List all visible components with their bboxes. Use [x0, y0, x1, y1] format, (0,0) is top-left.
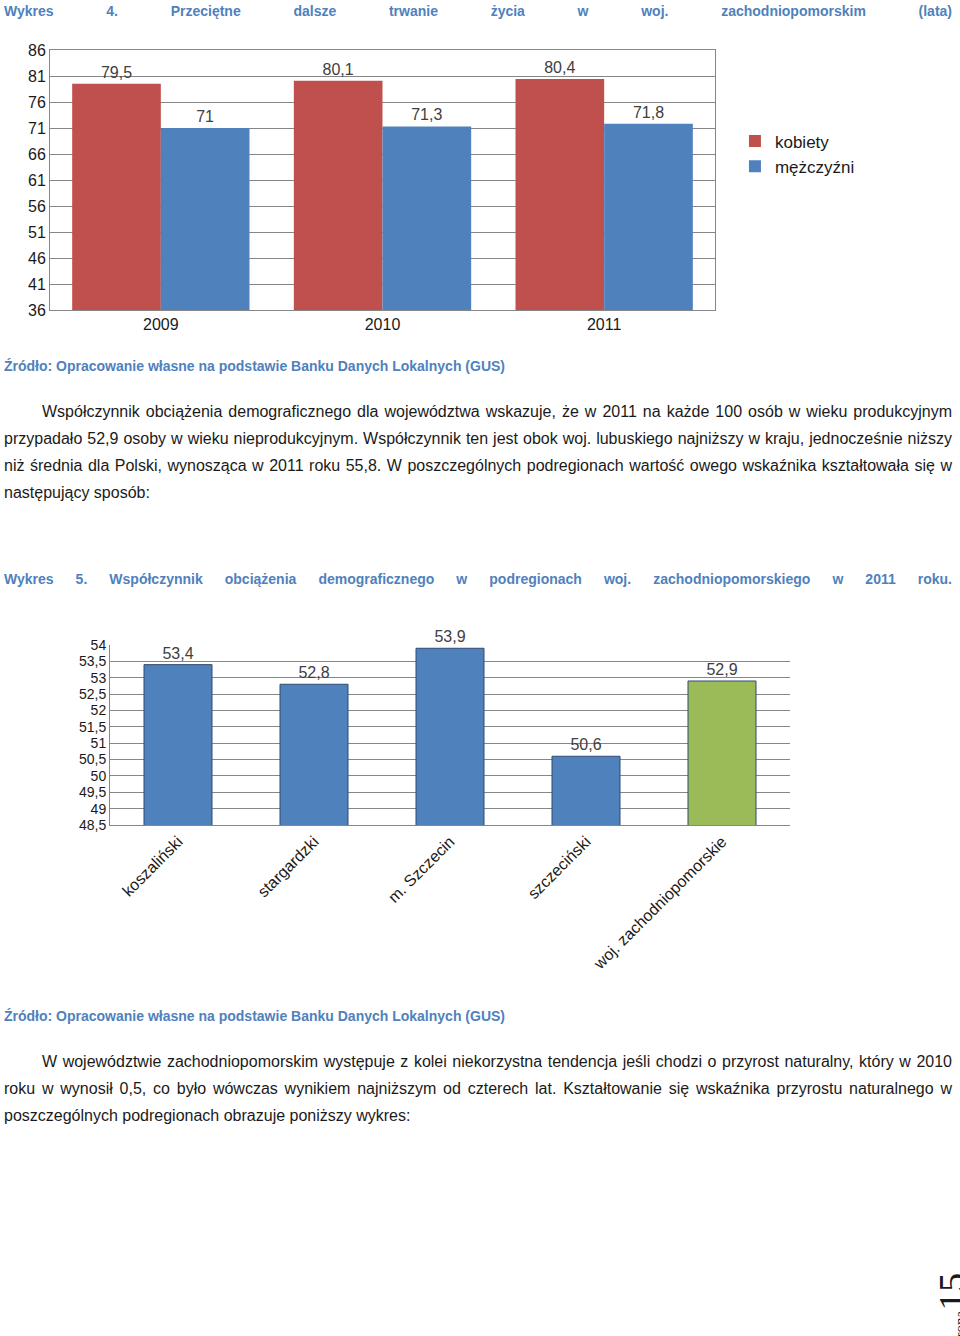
svg-text:61: 61 [28, 172, 46, 189]
html-text:Współczynnik obciążenia demogr: Współczynnik obciążenia demograficznego … [4, 403, 952, 501]
svg-text:52,8: 52,8 [298, 664, 329, 681]
svg-text:koszaliński: koszaliński [119, 833, 186, 900]
svg-text:52: 52 [91, 702, 107, 718]
svg-text:52,5: 52,5 [79, 686, 106, 702]
svg-text:36: 36 [28, 302, 46, 319]
svg-text:53,5: 53,5 [79, 653, 106, 669]
svg-text:mężczyźni: mężczyźni [775, 158, 854, 177]
svg-text:79,5: 79,5 [101, 64, 132, 81]
svg-text:stargardzki: stargardzki [254, 833, 321, 900]
svg-text:50,5: 50,5 [79, 751, 106, 767]
svg-text:50: 50 [91, 768, 107, 784]
html-text:W województwie zachodniopomors: W województwie zachodniopomorskim występ… [4, 1053, 952, 1124]
svg-text:2010: 2010 [365, 316, 401, 333]
svg-text:54: 54 [91, 637, 107, 653]
svg-text:41: 41 [28, 276, 46, 293]
svg-text:49,5: 49,5 [79, 784, 106, 800]
svg-text:49: 49 [91, 801, 107, 817]
html-text:Źródło: Opracowanie własne na: Źródło: Opracowanie własne na podstawie … [4, 358, 505, 374]
svg-text:86: 86 [28, 42, 46, 59]
svg-text:81: 81 [28, 68, 46, 85]
html-text:Wykres 5. Współczynnik obciąże: Wykres 5. Współczynnik obciążenia demogr… [4, 571, 952, 587]
svg-text:kobiety: kobiety [775, 133, 829, 152]
html-text:Wykres 4. Przeciętne dalsze tr: Wykres 4. Przeciętne dalsze trwanie życi… [4, 3, 952, 19]
svg-text:woj. zachodniopomorskie: woj. zachodniopomorskie [590, 833, 730, 973]
svg-text:52,9: 52,9 [706, 661, 737, 678]
svg-text:2009: 2009 [143, 316, 179, 333]
svg-text:51: 51 [28, 224, 46, 241]
svg-text:53: 53 [91, 670, 107, 686]
svg-text:53,9: 53,9 [434, 628, 465, 645]
svg-text:71,3: 71,3 [411, 106, 442, 123]
svg-text:48,5: 48,5 [79, 817, 106, 833]
svg-text:51: 51 [91, 735, 107, 751]
svg-text:66: 66 [28, 146, 46, 163]
html-text:Źródło: Opracowanie własne na: Źródło: Opracowanie własne na podstawie … [4, 1008, 505, 1024]
svg-text:50,6: 50,6 [570, 736, 601, 753]
svg-text:71: 71 [28, 120, 46, 137]
svg-text:71: 71 [196, 108, 214, 125]
svg-text:m. Szczecin: m. Szczecin [385, 833, 458, 906]
svg-text:71,8: 71,8 [633, 104, 664, 121]
svg-text:80,4: 80,4 [544, 59, 575, 76]
svg-text:56: 56 [28, 198, 46, 215]
svg-text:53,4: 53,4 [162, 645, 193, 662]
svg-text:51,5: 51,5 [79, 719, 106, 735]
svg-text:szczeciński: szczeciński [525, 833, 594, 902]
svg-text:76: 76 [28, 94, 46, 111]
svg-text:2011: 2011 [587, 316, 622, 333]
svg-text:80,1: 80,1 [323, 61, 354, 78]
svg-text:46: 46 [28, 250, 46, 267]
